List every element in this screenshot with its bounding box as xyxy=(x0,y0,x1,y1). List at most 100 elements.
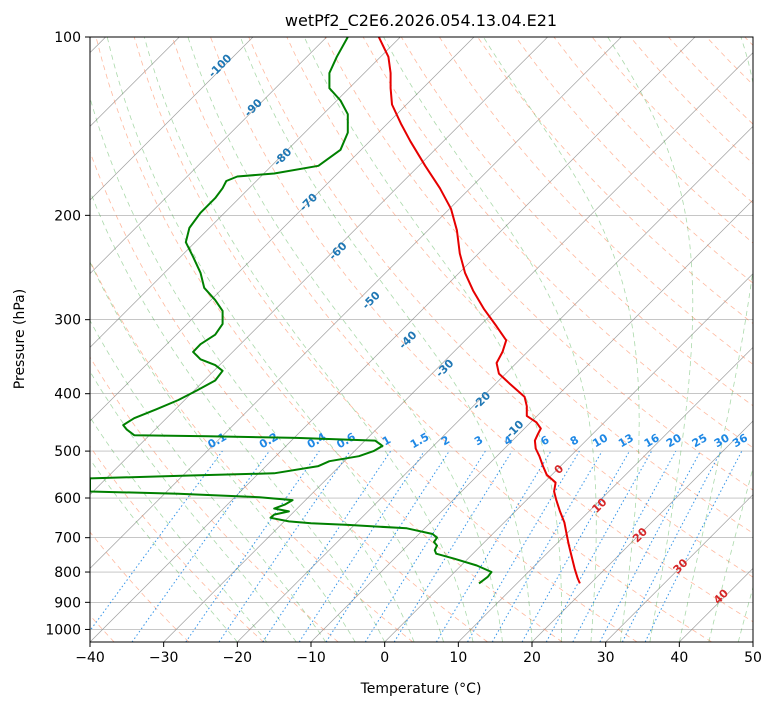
x-tick-label: −10 xyxy=(296,650,326,666)
moist-adiabat-line xyxy=(106,37,444,642)
isotherm-line xyxy=(605,494,753,642)
profiles xyxy=(90,37,581,585)
background-lines xyxy=(90,37,753,642)
dry-adiabat-label: -100 xyxy=(206,51,235,80)
mixing-ratio-line xyxy=(298,450,425,642)
mixing-ratio-label: 0.4 xyxy=(305,430,329,451)
y-tick-label: 1000 xyxy=(45,622,81,638)
dry-adiabat-line xyxy=(133,37,638,642)
mixing-ratio-line xyxy=(185,450,320,642)
temperature-profile xyxy=(377,37,581,584)
mixing-ratio-label: 16 xyxy=(642,431,662,450)
dry-adiabat-line xyxy=(90,260,414,642)
dry-adiabat-line xyxy=(210,37,753,623)
isotherm-line xyxy=(90,37,548,496)
x-tick-label: 10 xyxy=(449,650,467,666)
dry-adiabat-line xyxy=(90,356,339,642)
mixing-ratio-line xyxy=(218,450,351,642)
x-tick-label: −20 xyxy=(223,650,253,666)
y-axis: 100 200 300 400 500 600 700 800 900 1000 xyxy=(45,30,90,638)
moist-adiabat-line xyxy=(90,458,238,642)
isotherm-line xyxy=(531,420,753,642)
dry-adiabat-line xyxy=(90,445,264,642)
mixing-ratio-line xyxy=(467,450,580,642)
y-tick-label: 200 xyxy=(54,208,81,224)
dry-adiabat-line xyxy=(439,37,753,365)
mixing-ratio-label: 10 xyxy=(590,431,610,450)
isotherm-line xyxy=(458,346,753,642)
mixing-ratio-line xyxy=(364,450,486,642)
mixing-ratio-line xyxy=(131,450,270,642)
dry-adiabat-line xyxy=(248,37,753,578)
mixing-ratio-label: 0.2 xyxy=(257,430,280,451)
mixing-ratio-line xyxy=(435,450,552,642)
isotherm-line xyxy=(679,567,753,642)
x-tick-label: 0 xyxy=(380,650,389,666)
dry-adiabat-label: -60 xyxy=(326,239,349,262)
dry-adiabat-line xyxy=(744,37,753,46)
y-tick-label: 300 xyxy=(54,313,81,329)
moist-adiabat-label: 10 xyxy=(589,495,609,515)
x-tick-label: −30 xyxy=(149,650,179,666)
moist-adiabat-line xyxy=(607,37,694,642)
line-labels: -100-90-80-70-60-50-40-30-20-10010203040… xyxy=(205,51,750,606)
moist-adiabat-line xyxy=(90,370,297,642)
isotherm-line xyxy=(90,37,327,275)
dry-adiabat-line xyxy=(668,37,753,125)
moist-adiabat-line xyxy=(90,190,386,642)
chart-title: wetPf2_C2E6.2026.054.13.04.E21 xyxy=(285,11,557,31)
dry-adiabat-label: -20 xyxy=(470,389,493,412)
mixing-ratio-label: 3 xyxy=(472,433,485,448)
isotherm-line xyxy=(90,37,254,201)
isotherm-line xyxy=(310,199,753,642)
moist-adiabat-line xyxy=(90,319,327,642)
moist-adiabat-line xyxy=(187,37,503,642)
dry-adiabat-line xyxy=(90,150,488,642)
isotherm-line xyxy=(90,37,622,569)
y-tick-label: 700 xyxy=(54,531,81,547)
mixing-ratio-label: 6 xyxy=(538,433,551,448)
mixing-ratio-line xyxy=(262,450,392,642)
moist-adiabat-line xyxy=(143,37,474,642)
moist-adiabat-line xyxy=(303,37,563,642)
dry-adiabat-line xyxy=(90,531,190,642)
plot-frame xyxy=(89,36,754,643)
dry-adiabat-label: -90 xyxy=(242,96,265,119)
mixing-ratio-label: 20 xyxy=(664,431,684,450)
dry-adiabat-line xyxy=(591,37,753,204)
moist-adiabat-line xyxy=(240,37,533,642)
moist-adiabat-line xyxy=(483,37,640,642)
x-tick-label: 30 xyxy=(597,650,615,666)
mixing-ratio-label: 1.5 xyxy=(408,430,431,451)
isotherm-line xyxy=(90,37,696,642)
isotherm-line xyxy=(163,52,753,642)
y-tick-label: 100 xyxy=(54,30,81,46)
y-tick-label: 500 xyxy=(54,444,81,460)
moist-adiabat-label: 30 xyxy=(671,556,691,576)
moist-adiabat-line xyxy=(90,96,415,642)
isotherm-line xyxy=(237,125,753,642)
dry-adiabat-line xyxy=(515,37,753,284)
y-tick-label: 600 xyxy=(54,491,81,507)
moist-adiabat-line xyxy=(737,586,753,642)
dry-adiabat-label: -80 xyxy=(271,145,294,168)
moist-adiabat-line xyxy=(678,37,753,642)
y-axis-label: Pressure (hPa) xyxy=(12,289,28,389)
moist-adiabat-line xyxy=(90,416,268,642)
isotherm-line xyxy=(90,37,475,422)
mixing-ratio-line xyxy=(545,450,653,642)
moist-adiabat-label: 0 xyxy=(552,462,567,477)
dewpoint-profile xyxy=(90,37,493,585)
x-axis-label: Temperature (°C) xyxy=(360,681,482,697)
dry-adiabat-line xyxy=(706,37,753,86)
x-tick-label: 40 xyxy=(670,650,688,666)
y-tick-label: 800 xyxy=(54,565,81,581)
mixing-ratio-line xyxy=(572,450,677,642)
x-axis: −40 −30 −20 −10 0 10 20 30 40 50 xyxy=(75,642,762,666)
mixing-ratio-label: 30 xyxy=(712,431,732,450)
dry-adiabat-line xyxy=(171,37,712,642)
moist-adiabat-label: 40 xyxy=(711,586,731,606)
x-tick-label: 50 xyxy=(744,650,762,666)
dry-adiabat-label: -30 xyxy=(433,356,456,379)
